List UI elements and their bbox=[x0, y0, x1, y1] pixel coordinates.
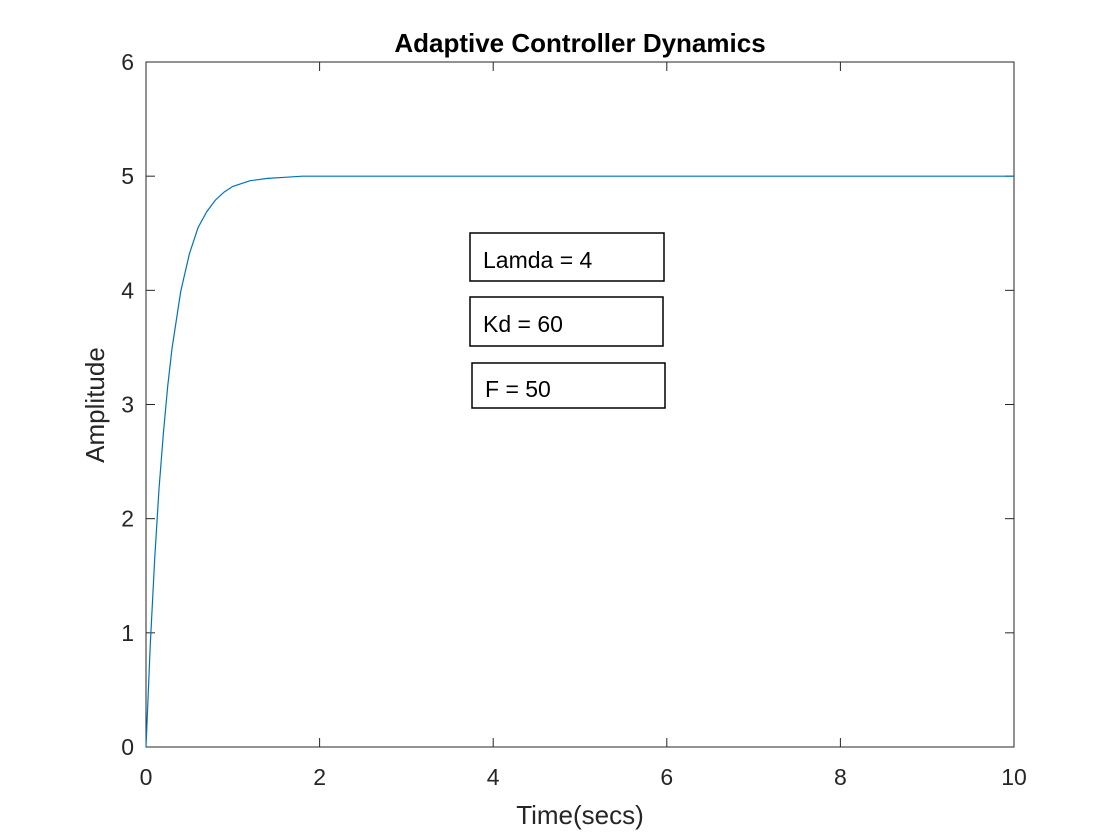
y-tick-label: 3 bbox=[121, 392, 134, 418]
x-tick-label: 8 bbox=[834, 764, 847, 790]
annotation-f: F = 50 bbox=[471, 362, 666, 409]
y-tick-label: 1 bbox=[121, 620, 134, 646]
annotation-box bbox=[469, 296, 664, 347]
x-tick-label: 0 bbox=[140, 764, 153, 790]
chart-title: Adaptive Controller Dynamics bbox=[394, 28, 765, 58]
annotation-box bbox=[471, 362, 666, 409]
annotation-lamda: Lamda = 4 bbox=[469, 232, 665, 282]
annotation-text: Kd = 60 bbox=[483, 311, 563, 337]
y-axis-label: Amplitude bbox=[80, 347, 110, 463]
x-tick-label: 10 bbox=[1001, 764, 1027, 790]
y-tick-label: 4 bbox=[121, 277, 134, 303]
axis-tick-labels: 0 2 4 6 8 10 0 1 2 3 4 5 6 bbox=[121, 49, 1027, 790]
annotation-text: Lamda = 4 bbox=[483, 247, 593, 273]
annotation-box bbox=[469, 232, 665, 282]
y-tick-label: 0 bbox=[121, 734, 134, 760]
x-tick-label: 4 bbox=[487, 764, 500, 790]
x-tick-label: 2 bbox=[313, 764, 326, 790]
x-axis-label: Time(secs) bbox=[516, 800, 644, 830]
y-tick-label: 2 bbox=[121, 506, 134, 532]
y-tick-label: 6 bbox=[121, 49, 134, 75]
plot-area: 0 2 4 6 8 10 0 1 2 3 4 5 6 bbox=[121, 49, 1027, 790]
series-line-response bbox=[145, 175, 1014, 748]
annotation-kd: Kd = 60 bbox=[469, 296, 664, 347]
annotation-text: F = 50 bbox=[485, 376, 551, 402]
y-tick-label: 5 bbox=[121, 163, 134, 189]
x-tick-label: 6 bbox=[660, 764, 673, 790]
